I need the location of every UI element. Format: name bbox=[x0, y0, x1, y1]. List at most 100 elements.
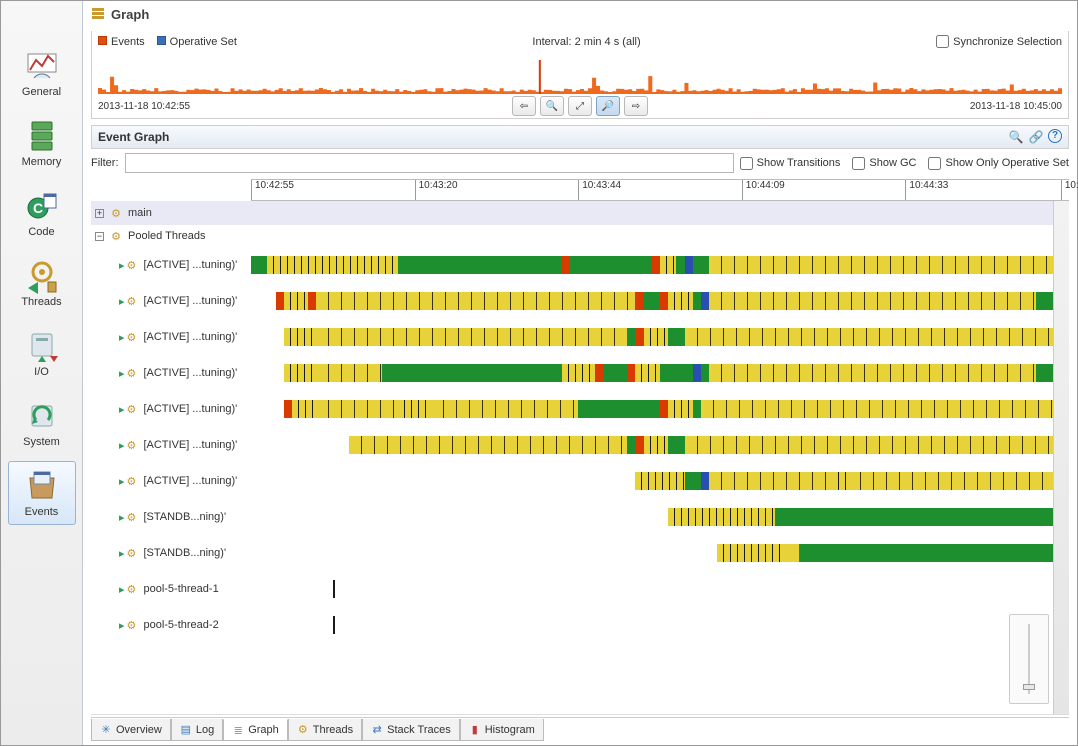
thread-segment[interactable] bbox=[627, 436, 635, 454]
thread-segment[interactable] bbox=[652, 256, 660, 274]
bar-thread-8[interactable] bbox=[251, 535, 1069, 571]
thread-segment[interactable] bbox=[398, 256, 562, 274]
bar-thread-5[interactable] bbox=[251, 427, 1069, 463]
tree-thread-9[interactable]: ▸⚙ pool-5-thread-1 bbox=[91, 571, 251, 607]
thread-segment[interactable] bbox=[316, 364, 381, 382]
thread-segment[interactable] bbox=[284, 400, 292, 418]
thread-segment[interactable] bbox=[595, 364, 603, 382]
thread-segment[interactable] bbox=[644, 328, 669, 346]
tree-thread-7[interactable]: ▸⚙ [STANDB...ning)' bbox=[91, 499, 251, 535]
tree-thread-10[interactable]: ▸⚙ pool-5-thread-2 bbox=[91, 607, 251, 643]
tree-thread-8[interactable]: ▸⚙ [STANDB...ning)' bbox=[91, 535, 251, 571]
sidebar-item-memory[interactable]: Memory bbox=[8, 111, 76, 175]
bar-thread-2[interactable] bbox=[251, 319, 1069, 355]
filter-input[interactable] bbox=[125, 153, 734, 173]
zoom-icon[interactable]: 🔍 bbox=[1008, 129, 1024, 145]
thread-bars[interactable] bbox=[251, 201, 1069, 714]
thread-segment[interactable] bbox=[562, 256, 570, 274]
thread-segment[interactable] bbox=[316, 328, 627, 346]
bar-thread-0[interactable] bbox=[251, 247, 1069, 283]
bar-thread-3[interactable] bbox=[251, 355, 1069, 391]
nav-back-button[interactable]: ⇦ bbox=[512, 96, 536, 116]
bar-thread-9[interactable] bbox=[251, 571, 1069, 607]
thread-segment[interactable] bbox=[316, 400, 398, 418]
thread-segment[interactable] bbox=[832, 472, 848, 490]
thread-segment[interactable] bbox=[431, 400, 578, 418]
vertical-scrollbar[interactable] bbox=[1053, 201, 1069, 714]
tree-thread-3[interactable]: ▸⚙ [ACTIVE] ...tuning)' bbox=[91, 355, 251, 391]
thread-segment[interactable] bbox=[333, 616, 335, 634]
tree-thread-2[interactable]: ▸⚙ [ACTIVE] ...tuning)' bbox=[91, 319, 251, 355]
bar-group-pooled[interactable] bbox=[251, 225, 1069, 247]
bar-thread-1[interactable] bbox=[251, 283, 1069, 319]
thread-segment[interactable] bbox=[709, 292, 1036, 310]
bar-group-main[interactable] bbox=[251, 201, 1069, 225]
tab-log[interactable]: ▤Log bbox=[171, 719, 223, 741]
tree-thread-5[interactable]: ▸⚙ [ACTIVE] ...tuning)' bbox=[91, 427, 251, 463]
thread-segment[interactable] bbox=[709, 472, 832, 490]
sidebar-item-system[interactable]: System bbox=[8, 391, 76, 455]
thread-segment[interactable] bbox=[668, 436, 684, 454]
thread-segment[interactable] bbox=[267, 256, 398, 274]
thread-segment[interactable] bbox=[644, 436, 669, 454]
thread-segment[interactable] bbox=[627, 328, 635, 346]
thread-segment[interactable] bbox=[635, 472, 684, 490]
help-icon[interactable]: ? bbox=[1048, 129, 1062, 143]
thread-segment[interactable] bbox=[701, 292, 709, 310]
overview-sparkline[interactable] bbox=[98, 52, 1062, 94]
show-transitions-checkbox[interactable] bbox=[740, 157, 753, 170]
thread-segment[interactable] bbox=[284, 364, 317, 382]
sync-selection-checkbox[interactable] bbox=[936, 35, 949, 48]
tab-overview[interactable]: ✳Overview bbox=[91, 719, 171, 741]
zoom-slider[interactable] bbox=[1009, 614, 1049, 704]
sidebar-item-general[interactable]: General bbox=[8, 41, 76, 105]
thread-segment[interactable] bbox=[251, 256, 267, 274]
thread-segment[interactable] bbox=[676, 256, 684, 274]
thread-segment[interactable] bbox=[603, 364, 628, 382]
show-transitions-row[interactable]: Show Transitions bbox=[740, 157, 841, 170]
tree-group-main[interactable]: + ⚙ main bbox=[91, 201, 251, 225]
thread-segment[interactable] bbox=[668, 508, 774, 526]
thread-segment[interactable] bbox=[848, 472, 1069, 490]
thread-segment[interactable] bbox=[660, 400, 668, 418]
tree-thread-1[interactable]: ▸⚙ [ACTIVE] ...tuning)' bbox=[91, 283, 251, 319]
thread-segment[interactable] bbox=[775, 508, 1069, 526]
tree-thread-0[interactable]: ▸⚙ [ACTIVE] ...tuning)' bbox=[91, 247, 251, 283]
thread-segment[interactable] bbox=[635, 328, 643, 346]
tree-thread-6[interactable]: ▸⚙ [ACTIVE] ...tuning)' bbox=[91, 463, 251, 499]
sidebar-item-threads[interactable]: Threads bbox=[8, 251, 76, 315]
thread-segment[interactable] bbox=[660, 292, 668, 310]
thread-segment[interactable] bbox=[783, 544, 799, 562]
thread-segment[interactable] bbox=[693, 292, 701, 310]
time-ruler[interactable]: 10:42:5510:43:2010:43:4410:44:0910:44:33… bbox=[251, 179, 1069, 201]
sidebar-item-io[interactable]: I/O bbox=[8, 321, 76, 385]
sync-selection-row[interactable]: Synchronize Selection bbox=[936, 35, 1062, 48]
thread-segment[interactable] bbox=[799, 544, 1053, 562]
thread-segment[interactable] bbox=[276, 292, 284, 310]
thread-segment[interactable] bbox=[668, 328, 684, 346]
thread-segment[interactable] bbox=[284, 328, 317, 346]
bar-thread-10[interactable] bbox=[251, 607, 1069, 643]
thread-segment[interactable] bbox=[693, 256, 709, 274]
thread-segment[interactable] bbox=[635, 364, 660, 382]
show-only-opset-row[interactable]: Show Only Operative Set bbox=[928, 157, 1069, 170]
thread-segment[interactable] bbox=[316, 292, 635, 310]
bar-thread-7[interactable] bbox=[251, 499, 1069, 535]
thread-segment[interactable] bbox=[709, 256, 1069, 274]
thread-segment[interactable] bbox=[685, 256, 693, 274]
nav-zoom-select-button[interactable]: 🔎 bbox=[596, 96, 620, 116]
thread-segment[interactable] bbox=[693, 400, 701, 418]
thread-segment[interactable] bbox=[685, 436, 1069, 454]
sidebar-item-events[interactable]: Events bbox=[8, 461, 76, 525]
thread-segment[interactable] bbox=[635, 436, 643, 454]
thread-segment[interactable] bbox=[701, 472, 709, 490]
thread-segment[interactable] bbox=[644, 292, 660, 310]
thread-segment[interactable] bbox=[578, 400, 660, 418]
tab-histogram[interactable]: ▮Histogram bbox=[460, 719, 544, 741]
thread-segment[interactable] bbox=[685, 328, 1069, 346]
thread-segment[interactable] bbox=[333, 580, 335, 598]
sidebar-item-code[interactable]: CCode bbox=[8, 181, 76, 245]
thread-segment[interactable] bbox=[693, 364, 701, 382]
tree-group-pooled[interactable]: − ⚙ Pooled Threads bbox=[91, 225, 251, 247]
thread-segment[interactable] bbox=[627, 364, 635, 382]
